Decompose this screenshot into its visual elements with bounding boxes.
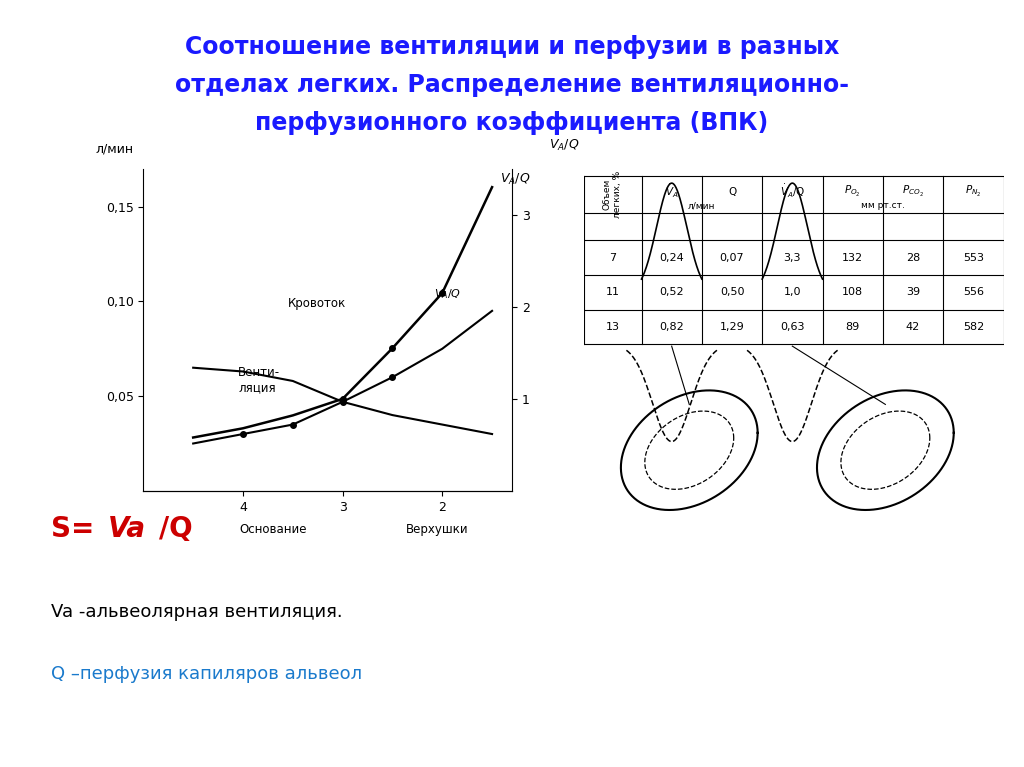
- Text: отделах легких. Распределение вентиляционно-: отделах легких. Распределение вентиляцио…: [175, 73, 849, 97]
- Text: $V_A/Q$: $V_A/Q$: [434, 288, 462, 301]
- Text: Q: Q: [728, 187, 736, 197]
- Text: Венти-
ляция: Венти- ляция: [238, 366, 281, 393]
- Text: $V_A/Q$: $V_A/Q$: [549, 137, 580, 153]
- Text: 553: 553: [963, 252, 984, 263]
- Text: $P_{CO_2}$: $P_{CO_2}$: [902, 184, 924, 199]
- Text: $V_A/Q$: $V_A/Q$: [500, 172, 530, 186]
- Text: $\dot{V}_A$: $\dot{V}_A$: [665, 183, 679, 200]
- Text: 582: 582: [963, 322, 984, 332]
- Text: $\dot{V}_A$/Q: $\dot{V}_A$/Q: [779, 183, 805, 200]
- Text: мм рт.ст.: мм рт.ст.: [861, 201, 905, 210]
- Text: Va -альвеолярная вентиляция.: Va -альвеолярная вентиляция.: [51, 604, 343, 621]
- Text: 89: 89: [846, 322, 860, 332]
- Text: 3,3: 3,3: [783, 252, 801, 263]
- Text: 7: 7: [609, 252, 616, 263]
- Text: 0,63: 0,63: [780, 322, 805, 332]
- Text: 42: 42: [906, 322, 921, 332]
- Text: 28: 28: [906, 252, 921, 263]
- Text: л/мин: л/мин: [95, 143, 133, 156]
- Text: 39: 39: [906, 288, 921, 298]
- Text: 108: 108: [842, 288, 863, 298]
- Text: 0,07: 0,07: [720, 252, 744, 263]
- Text: Va: Va: [108, 515, 145, 543]
- Text: $P_{N_2}$: $P_{N_2}$: [966, 184, 982, 199]
- Text: /Q: /Q: [159, 515, 193, 543]
- Text: 1,0: 1,0: [783, 288, 801, 298]
- Text: Соотношение вентиляции и перфузии в разных: Соотношение вентиляции и перфузии в разн…: [184, 35, 840, 58]
- Text: 0,52: 0,52: [659, 288, 684, 298]
- Text: 556: 556: [963, 288, 984, 298]
- Text: Верхушки: Верхушки: [406, 522, 469, 535]
- Text: Основание: Основание: [240, 522, 306, 535]
- Text: 13: 13: [605, 322, 620, 332]
- Text: л/мин: л/мин: [688, 201, 716, 210]
- Text: Объем
легких, %: Объем легких, %: [603, 171, 623, 218]
- Text: S=: S=: [51, 515, 94, 543]
- Text: 11: 11: [605, 288, 620, 298]
- Text: 1,29: 1,29: [720, 322, 744, 332]
- Text: 132: 132: [842, 252, 863, 263]
- Text: Кровоток: Кровоток: [288, 297, 346, 310]
- Text: 0,82: 0,82: [659, 322, 684, 332]
- Text: Q –перфузия капиляров альвеол: Q –перфузия капиляров альвеол: [51, 665, 362, 683]
- Text: $P_{O_2}$: $P_{O_2}$: [845, 184, 861, 199]
- Text: перфузионного коэффициента (ВПК): перфузионного коэффициента (ВПК): [255, 111, 769, 135]
- Text: 0,24: 0,24: [659, 252, 684, 263]
- Text: 0,50: 0,50: [720, 288, 744, 298]
